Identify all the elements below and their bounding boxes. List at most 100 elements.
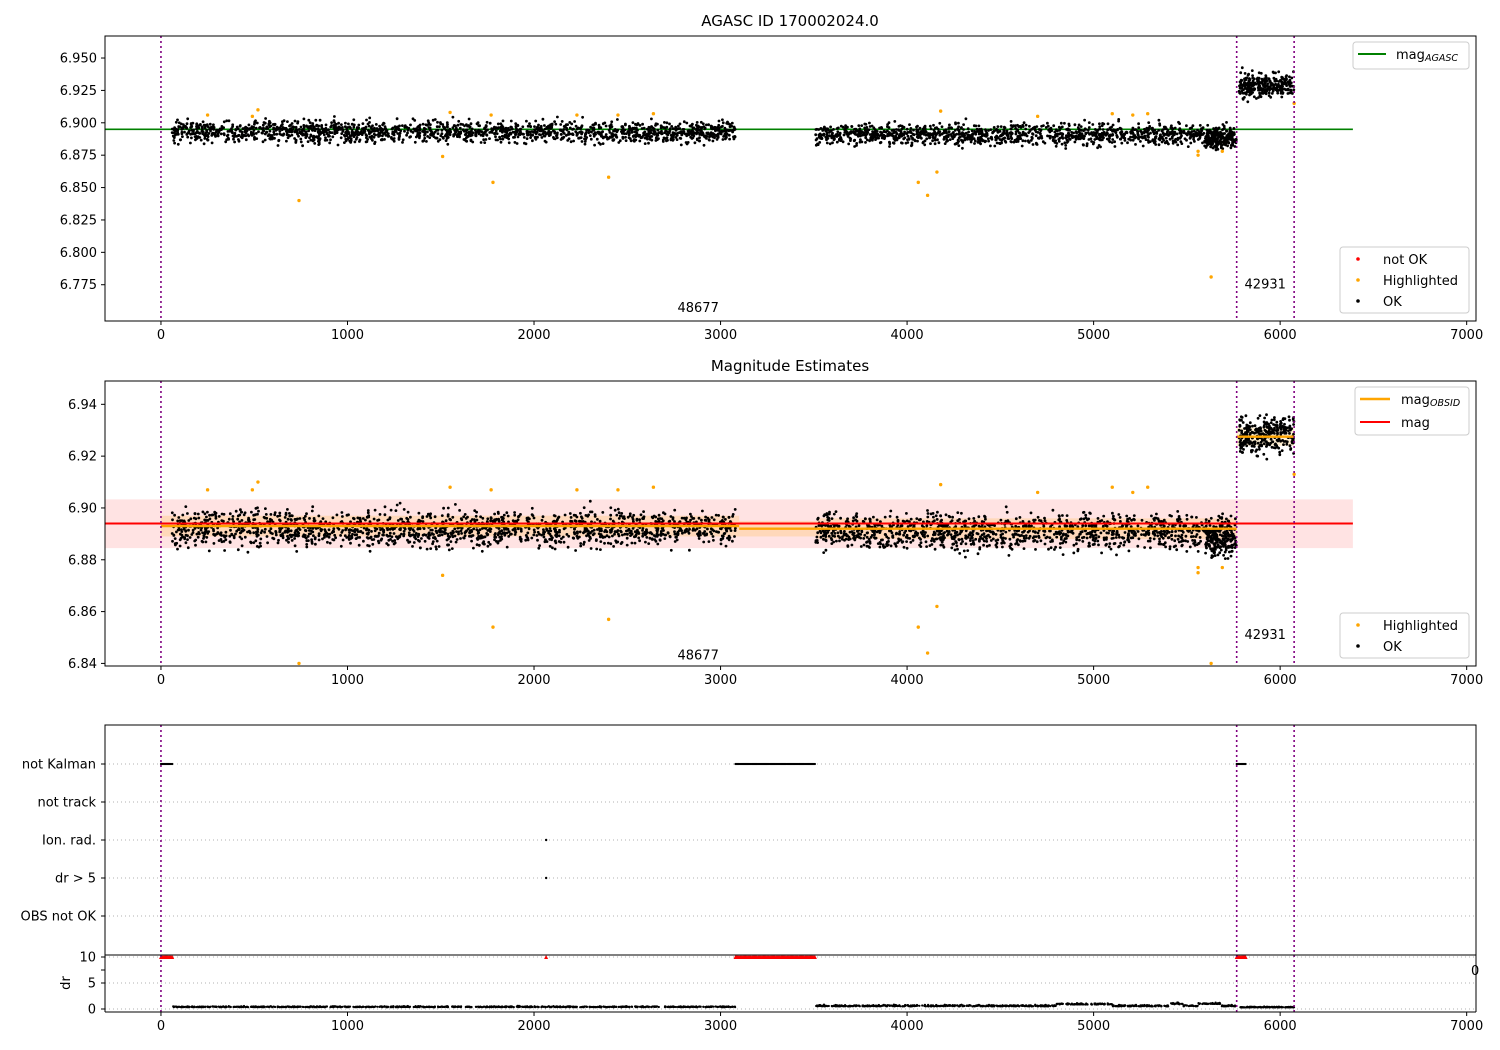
p1-ok-point: [731, 128, 735, 132]
p1-ok-point: [1058, 132, 1061, 136]
p1-ok-point: [187, 129, 191, 133]
p1-ok-point: [470, 129, 473, 133]
p1-ok-point: [908, 123, 911, 126]
p1-ok-point: [698, 129, 702, 133]
p1-ok-point: [531, 139, 534, 143]
p1-ok-point: [704, 135, 707, 139]
p1-ok-point: [344, 121, 347, 125]
p1-ok-point: [314, 118, 318, 122]
p1-ok-point: [814, 133, 818, 137]
p2-ok-point: [187, 528, 190, 532]
p1-ok-point: [647, 125, 651, 129]
p1-ok-point: [873, 135, 876, 139]
p1-ok-point: [554, 122, 558, 126]
p1-ok-point: [834, 133, 838, 137]
p1-ok-point: [370, 126, 373, 130]
p2-ok-point: [517, 514, 521, 518]
p1-ok-point: [1120, 130, 1124, 133]
p2-ok-point: [609, 513, 613, 517]
p1-ok-point: [539, 129, 543, 133]
p1-ok-point: [945, 137, 948, 141]
p1-ok-point: [504, 134, 508, 137]
p1-ok-point: [957, 130, 961, 134]
p1-ok-point: [321, 129, 325, 132]
p1-ok-point: [440, 128, 444, 132]
p1-ok-point: [1238, 91, 1242, 95]
p1-ok-point: [293, 137, 296, 140]
p1-ok-point: [892, 128, 896, 132]
p1-ok-point: [411, 117, 415, 121]
p1-ok-point: [597, 130, 601, 134]
p1-ok-point: [216, 132, 220, 136]
p2-ok-point: [180, 519, 184, 522]
p2-ok-point: [594, 539, 598, 542]
p2-ok-point: [476, 538, 480, 541]
p1-ok-point: [631, 135, 635, 138]
p1-ok-point: [911, 136, 914, 140]
p1-ok-point: [1086, 131, 1090, 135]
p1-ok-point: [992, 126, 996, 129]
p1-ok-point: [176, 129, 180, 133]
p2-ok-point: [204, 540, 208, 544]
p1-ok-point: [670, 125, 674, 128]
p2-ok-point: [468, 534, 471, 538]
p1-ok-point: [948, 138, 952, 142]
p1-ok-point: [1093, 133, 1097, 136]
p2-ok-point: [562, 540, 566, 544]
p1-ok-point: [464, 139, 468, 143]
p1-ok-point: [411, 131, 415, 134]
p1-ok-point: [184, 124, 187, 128]
p1-ok-point: [318, 137, 322, 141]
p1-ok-point: [1214, 137, 1217, 140]
p2-ok-point: [482, 542, 486, 546]
p1-ok-point: [254, 132, 258, 135]
p2-ok-point: [311, 505, 315, 509]
p1-ok-point: [959, 126, 963, 130]
p2-ok-point: [563, 513, 567, 517]
p1-ok-point: [1060, 125, 1064, 129]
p2-ok-point: [656, 542, 660, 546]
p2-ok-point: [615, 541, 618, 544]
p1-ok-point: [1064, 144, 1068, 147]
p1-ok-point: [510, 127, 514, 131]
p1-ok-point: [606, 137, 609, 141]
p2-ok-point: [505, 511, 509, 515]
p1-ok-point: [312, 126, 315, 130]
p1-ok-point: [488, 137, 491, 141]
p1-ok-point: [650, 129, 653, 132]
p1-ok-point: [1212, 130, 1216, 134]
p1-ok-point: [291, 125, 295, 128]
p2-ok-point: [257, 509, 260, 513]
p1-ok-point: [631, 121, 635, 124]
p1-highlighted-point: [1209, 275, 1213, 279]
p1-ok-point: [652, 129, 656, 133]
p1-ok-point: [343, 134, 347, 138]
p1-ok-point: [1179, 140, 1183, 144]
p2-ok-point: [231, 515, 235, 518]
p1-ok-point: [1189, 141, 1193, 145]
p1-ok-point: [856, 134, 860, 138]
p1-ok-point: [397, 127, 400, 131]
p2-ok-point: [367, 531, 370, 534]
p1-ok-point: [616, 118, 619, 121]
p2-xtick-label: 0: [157, 673, 165, 688]
p2-ok-point: [486, 517, 490, 521]
p2-ok-point: [366, 509, 370, 512]
p2-ok-point: [414, 533, 417, 537]
p1-ok-point: [849, 137, 853, 141]
p1-ok-point: [868, 121, 871, 125]
p1-ok-point: [634, 138, 638, 142]
p1-ok-point: [533, 125, 536, 128]
p1-ok-point: [330, 121, 333, 124]
p1-ok-point: [1131, 132, 1135, 136]
p1-ok-point: [986, 137, 990, 141]
p1-highlighted-point: [1146, 112, 1150, 116]
p1-ok-point: [1286, 80, 1290, 84]
p1-ok-point: [512, 136, 515, 139]
p1-ok-point: [1227, 141, 1231, 145]
p2-ok-point: [464, 530, 468, 534]
p1-ok-point: [724, 130, 727, 134]
p1-ok-point: [1214, 140, 1218, 144]
p1-ok-point: [262, 121, 266, 124]
p1-ok-point: [1173, 126, 1177, 130]
